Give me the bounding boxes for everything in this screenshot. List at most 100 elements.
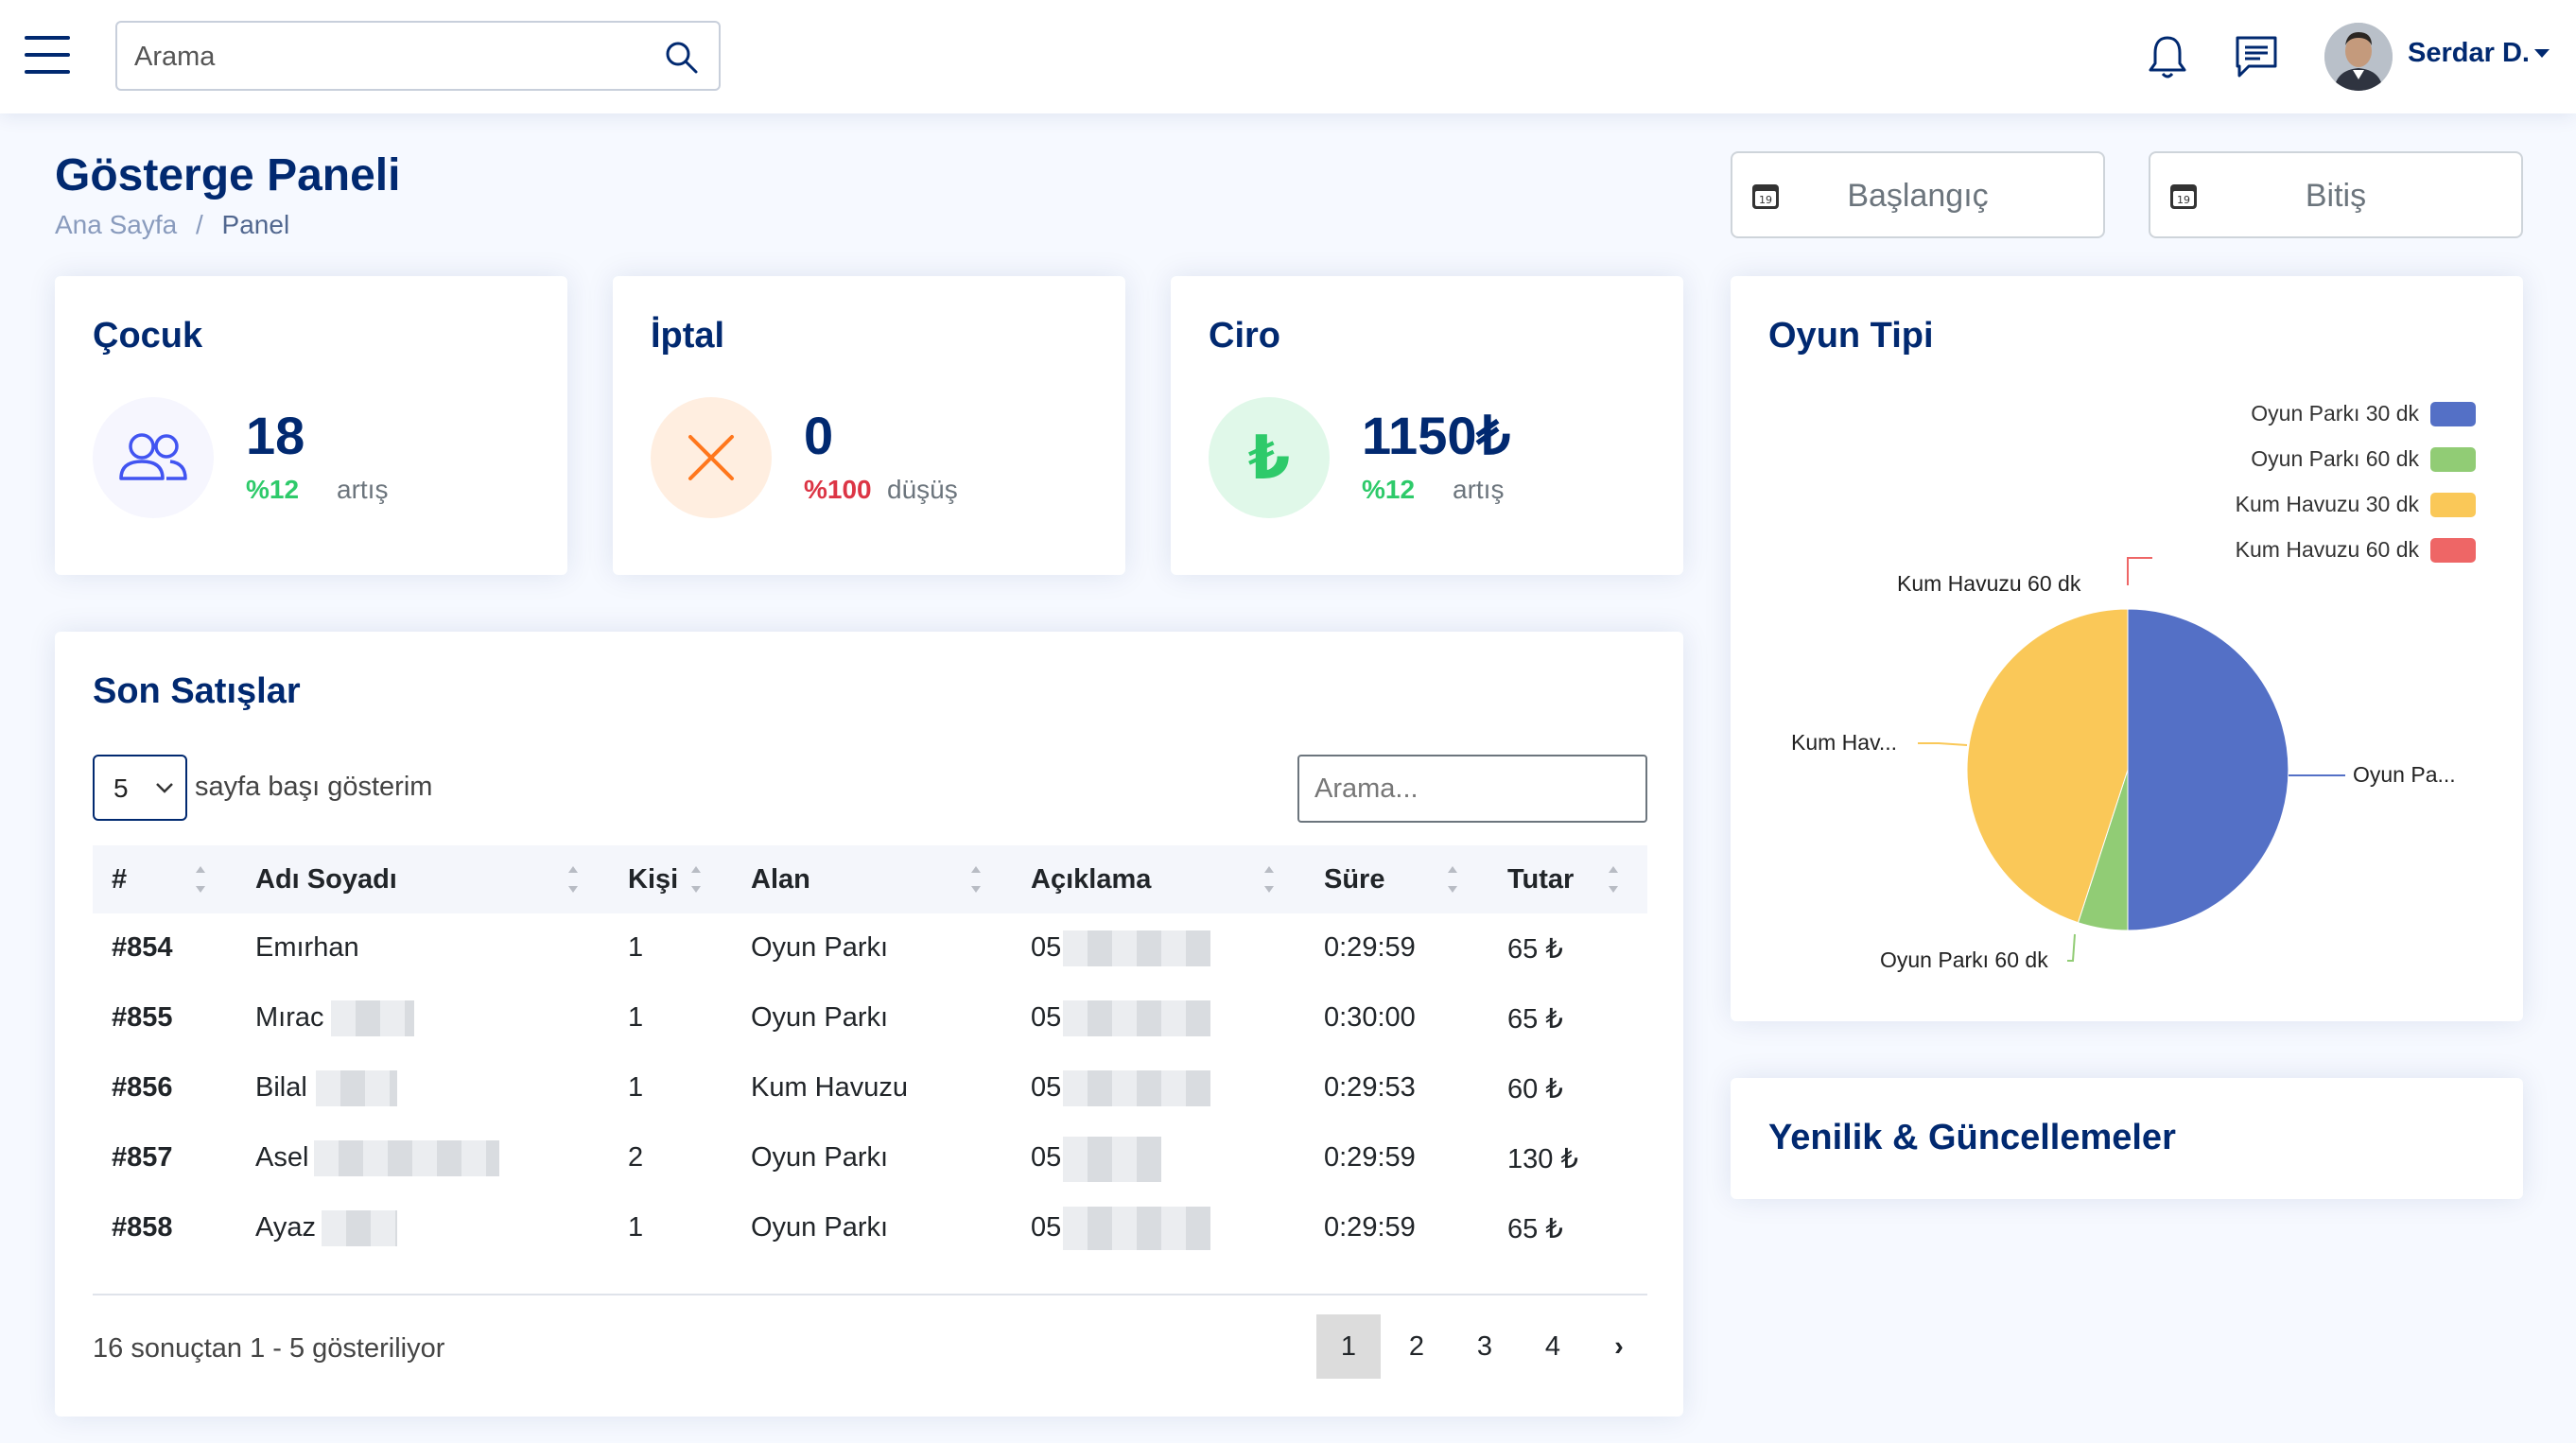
cell-duration: 0:30:00	[1324, 1002, 1416, 1033]
breadcrumb-current: Panel	[221, 210, 290, 239]
card-title: Çocuk	[93, 316, 203, 356]
column-header-description[interactable]: Açıklama	[1031, 864, 1152, 895]
stat-card-children: Çocuk 18 %12 artış	[55, 276, 567, 575]
sort-icon[interactable]	[1445, 861, 1460, 898]
pagination-page-3[interactable]: 3	[1476, 1331, 1493, 1362]
column-header-id[interactable]: #	[112, 864, 128, 895]
breadcrumb: Ana Sayfa / Panel	[55, 210, 289, 240]
cell-amount: 60 ₺	[1507, 1074, 1563, 1104]
table-header: # Adı Soyadı Kişi Alan Açıklama Süre Tut…	[93, 845, 1647, 913]
start-date-button[interactable]: 19 Başlangıç	[1731, 151, 2105, 238]
stat-trend: düşüş	[887, 475, 958, 504]
stat-card-revenue: Ciro ₺ 1150₺ %12 artış	[1171, 276, 1683, 575]
sort-icon[interactable]	[193, 861, 208, 898]
legend-label: Kum Havuzu 30 dk	[2235, 492, 2419, 516]
x-icon	[688, 435, 734, 480]
lira-icon-circle: ₺	[1209, 397, 1330, 518]
stat-percent: %100	[804, 475, 872, 504]
redacted-block	[1063, 1070, 1210, 1106]
chat-icon[interactable]	[2234, 32, 2279, 81]
label-connector	[1918, 742, 1968, 746]
legend-item[interactable]: Oyun Parkı 60 dk	[2251, 446, 2476, 472]
legend-item[interactable]: Kum Havuzu 30 dk	[2236, 492, 2476, 517]
svg-text:₺: ₺	[1248, 424, 1291, 494]
legend-label: Kum Havuzu 60 dk	[2235, 537, 2419, 562]
cell-area: Oyun Parkı	[751, 932, 889, 963]
redacted-block	[1063, 1137, 1161, 1182]
cell-area: Kum Havuzu	[751, 1072, 909, 1103]
bell-icon[interactable]	[2145, 32, 2190, 81]
cell-id: #856	[112, 1072, 173, 1103]
hamburger-line	[25, 53, 70, 57]
user-name[interactable]: Serdar D.	[2408, 38, 2530, 68]
legend-label: Oyun Parkı 60 dk	[2251, 446, 2419, 471]
cell-count: 1	[628, 1002, 644, 1033]
chevron-down-icon	[156, 783, 173, 793]
cell-id: #858	[112, 1212, 173, 1243]
card-title: Oyun Tipi	[1768, 316, 1934, 356]
cell-count: 1	[628, 932, 644, 963]
pagination-next-button[interactable]: ›	[1614, 1331, 1624, 1362]
legend-item[interactable]: Kum Havuzu 60 dk	[2236, 537, 2476, 563]
pie-label: Oyun Parkı 60 dk	[1880, 948, 2048, 972]
column-header-duration[interactable]: Süre	[1324, 864, 1385, 895]
pie-label: Kum Havuzu 60 dk	[1897, 571, 2081, 596]
end-date-button[interactable]: 19 Bitiş	[2149, 151, 2523, 238]
pagination-page-1[interactable]: 1	[1316, 1314, 1381, 1379]
breadcrumb-separator: /	[195, 210, 203, 239]
chevron-down-icon[interactable]	[2534, 49, 2550, 58]
sort-icon[interactable]	[968, 861, 983, 898]
redacted-block	[316, 1070, 397, 1106]
sort-icon[interactable]	[1262, 861, 1277, 898]
cell-name: Bilal	[255, 1072, 307, 1103]
people-icon	[119, 433, 187, 480]
sort-icon[interactable]	[688, 861, 704, 898]
redacted-block	[1063, 930, 1210, 966]
cell-duration: 0:29:59	[1324, 1212, 1416, 1243]
column-header-area[interactable]: Alan	[751, 864, 810, 895]
lira-icon: ₺	[1248, 424, 1291, 494]
column-header-name[interactable]: Adı Soyadı	[255, 864, 397, 895]
pagination-page-4[interactable]: 4	[1544, 1331, 1561, 1362]
cell-count: 2	[628, 1142, 644, 1173]
table-search-input[interactable]	[1313, 766, 1625, 811]
redacted-block	[322, 1210, 397, 1246]
cell-id: #854	[112, 932, 173, 963]
redacted-block	[314, 1140, 499, 1176]
page-size-label: sayfa başı gösterim	[195, 772, 433, 802]
header-search	[115, 21, 721, 91]
top-header: Serdar D.	[0, 0, 2576, 113]
avatar[interactable]	[2324, 23, 2393, 91]
label-connector	[2127, 557, 2152, 585]
legend-swatch	[2430, 537, 2476, 563]
table-info: 16 sonuçtan 1 - 5 gösteriliyor	[93, 1333, 445, 1364]
pie-slice[interactable]	[2127, 608, 2289, 931]
breadcrumb-home-link[interactable]: Ana Sayfa	[55, 210, 178, 239]
search-icon[interactable]	[664, 40, 700, 76]
cell-area: Oyun Parkı	[751, 1212, 889, 1243]
sort-icon[interactable]	[566, 861, 581, 898]
stat-value: 18	[246, 406, 305, 465]
page-title: Gösterge Paneli	[55, 150, 401, 200]
cell-name: Emırhan	[255, 932, 359, 963]
cell-amount: 65 ₺	[1507, 1214, 1563, 1244]
column-header-count[interactable]: Kişi	[628, 864, 679, 895]
page-size-select[interactable]: 5	[93, 755, 187, 821]
calendar-icon: 19	[2170, 184, 2197, 209]
game-type-card: Oyun Tipi Oyun Parkı 30 dk Oyun Parkı 60…	[1731, 276, 2523, 1021]
card-title: Ciro	[1209, 316, 1280, 356]
cell-duration: 0:29:53	[1324, 1072, 1416, 1103]
calendar-day: 19	[1759, 194, 1772, 206]
column-header-amount[interactable]: Tutar	[1507, 864, 1575, 895]
cell-amount: 65 ₺	[1507, 1004, 1563, 1034]
sort-icon[interactable]	[1606, 861, 1621, 898]
stat-value: 1150₺	[1362, 406, 1511, 465]
cell-id: #857	[112, 1142, 173, 1173]
stat-percent: %12	[246, 475, 300, 504]
pie-slice[interactable]	[1966, 608, 2129, 924]
menu-toggle-button[interactable]	[25, 36, 70, 78]
header-search-input[interactable]	[132, 32, 643, 81]
cell-amount: 65 ₺	[1507, 934, 1563, 965]
pagination-page-2[interactable]: 2	[1408, 1331, 1425, 1362]
legend-item[interactable]: Oyun Parkı 30 dk	[2251, 401, 2476, 426]
